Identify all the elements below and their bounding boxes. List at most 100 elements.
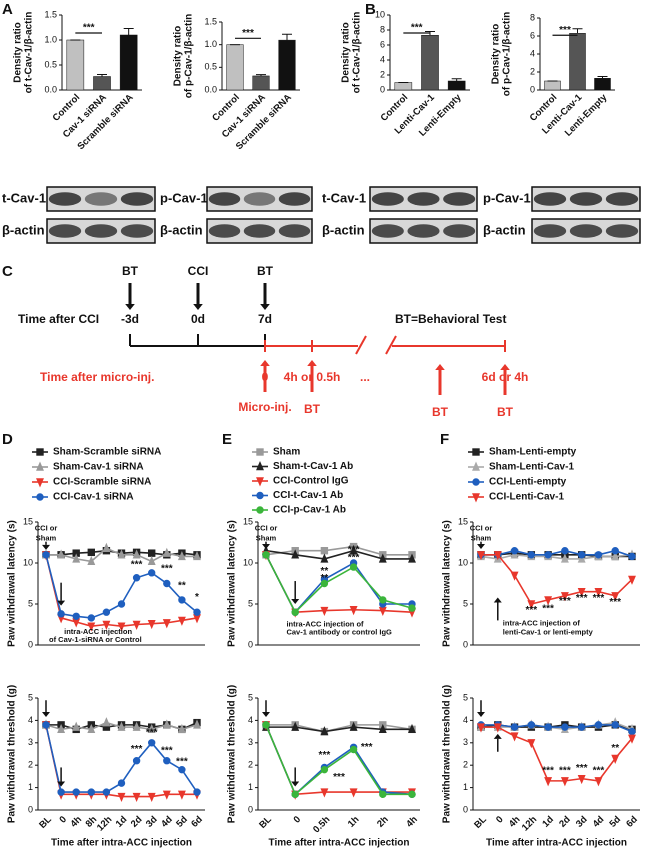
y-tick-label: 6 xyxy=(380,39,385,49)
marker xyxy=(117,721,126,731)
y-tick-label: 1.5 xyxy=(204,16,217,26)
diagram-label: ... xyxy=(360,370,370,384)
marker xyxy=(472,461,480,471)
y-tick-label: 2 xyxy=(248,760,253,770)
marker xyxy=(560,553,569,563)
marker xyxy=(102,788,111,796)
marker xyxy=(349,606,358,616)
marker xyxy=(577,774,586,785)
marker xyxy=(163,579,171,588)
marker xyxy=(87,723,96,734)
marker xyxy=(162,547,171,557)
x-axis-title: Time after intra-ACC injection xyxy=(269,838,410,849)
diagram-label: BT xyxy=(122,264,139,278)
series-line xyxy=(481,724,633,733)
blot-band xyxy=(120,224,154,238)
arrow-head xyxy=(125,304,135,310)
y-tick-label: 10 xyxy=(23,557,33,567)
annotation: *** xyxy=(593,765,605,776)
y-tick-label: 4 xyxy=(530,48,535,58)
x-tick-label: 4h xyxy=(404,814,420,830)
series-line xyxy=(265,549,412,560)
blot-band xyxy=(84,192,118,206)
panel-label: B xyxy=(365,1,376,18)
marker xyxy=(408,790,416,799)
arrow-head xyxy=(262,544,270,550)
y-tick-label: 5 xyxy=(248,598,253,608)
marker xyxy=(628,575,636,585)
legend-label: CCI-Cav-1 siRNA xyxy=(53,492,134,503)
blot-band xyxy=(278,224,311,238)
annotation: *** xyxy=(161,745,173,756)
blot-band xyxy=(84,224,118,238)
marker xyxy=(349,545,358,555)
series-line xyxy=(266,726,412,733)
series-line xyxy=(481,721,633,731)
marker xyxy=(408,723,416,734)
y-tick-label: 1.0 xyxy=(204,39,217,49)
blot-label: β-actin xyxy=(322,222,365,237)
arrow-head xyxy=(493,733,502,739)
marker xyxy=(560,777,569,787)
x-tick-label: BL xyxy=(37,814,54,831)
marker xyxy=(117,549,126,559)
marker xyxy=(611,754,620,764)
blot-band xyxy=(407,224,440,238)
marker xyxy=(527,739,536,749)
bar xyxy=(421,35,439,91)
marker xyxy=(132,549,141,559)
legend-label: CCI-Scramble siRNA xyxy=(53,477,151,488)
legend-label: CCI-Lenti-Cav-1 xyxy=(489,492,564,503)
x-tick-label: 0 xyxy=(494,814,506,826)
panel-label: C xyxy=(2,263,13,280)
legend-label: CCI-Lenti-empty xyxy=(489,477,567,488)
series-line xyxy=(265,554,412,614)
annotation: *** xyxy=(525,605,537,616)
marker xyxy=(177,723,186,734)
error-bar xyxy=(451,78,462,81)
diagram-label: BT xyxy=(304,402,321,416)
y-tick-label: 4 xyxy=(380,54,385,64)
marker xyxy=(36,478,44,488)
marker xyxy=(408,604,416,612)
blot-band xyxy=(569,224,603,238)
x-tick-label: 2d xyxy=(129,814,145,830)
y-tick-label: 2 xyxy=(28,760,33,770)
bar xyxy=(594,78,611,91)
x-tick-label: 6d xyxy=(624,814,640,830)
y-tick-label: 10 xyxy=(375,9,385,19)
arrow-head xyxy=(262,712,270,718)
y-axis-title: Paw withdrawal latency (s) xyxy=(227,520,238,647)
blot-band xyxy=(208,192,241,206)
bar xyxy=(278,39,296,91)
x-tick-label: BL xyxy=(472,814,489,831)
y-tick-label: 0 xyxy=(28,804,33,814)
x-tick-label: 0.5h xyxy=(311,814,332,835)
marker xyxy=(177,616,186,626)
error-bar xyxy=(597,76,608,79)
blot-band xyxy=(605,192,639,206)
marker xyxy=(117,779,126,787)
annotation: intra-ACC injection xyxy=(64,627,132,636)
marker xyxy=(472,448,480,456)
y-tick-label: 5 xyxy=(463,598,468,608)
blot-band xyxy=(443,224,476,238)
x-tick-label: 4d xyxy=(591,814,607,830)
legend-label: CCI-t-Cav-1 Ab xyxy=(273,490,343,501)
marker xyxy=(193,550,201,561)
series-line xyxy=(481,554,633,605)
annotation: intra-ACC injection of xyxy=(503,619,581,628)
y-axis-title: Paw withdrawal threshold (g) xyxy=(7,685,18,823)
y-tick-label: 10 xyxy=(243,557,253,567)
marker xyxy=(102,620,111,630)
marker xyxy=(291,549,300,559)
x-tick-label: 3d xyxy=(144,814,160,830)
marker xyxy=(87,788,96,796)
y-tick-label: 0 xyxy=(248,804,253,814)
arrow-head xyxy=(260,360,270,366)
marker xyxy=(544,777,553,787)
y-tick-label: 0.5 xyxy=(44,59,57,69)
marker xyxy=(193,719,201,729)
marker xyxy=(379,790,387,799)
series-line xyxy=(481,549,633,558)
